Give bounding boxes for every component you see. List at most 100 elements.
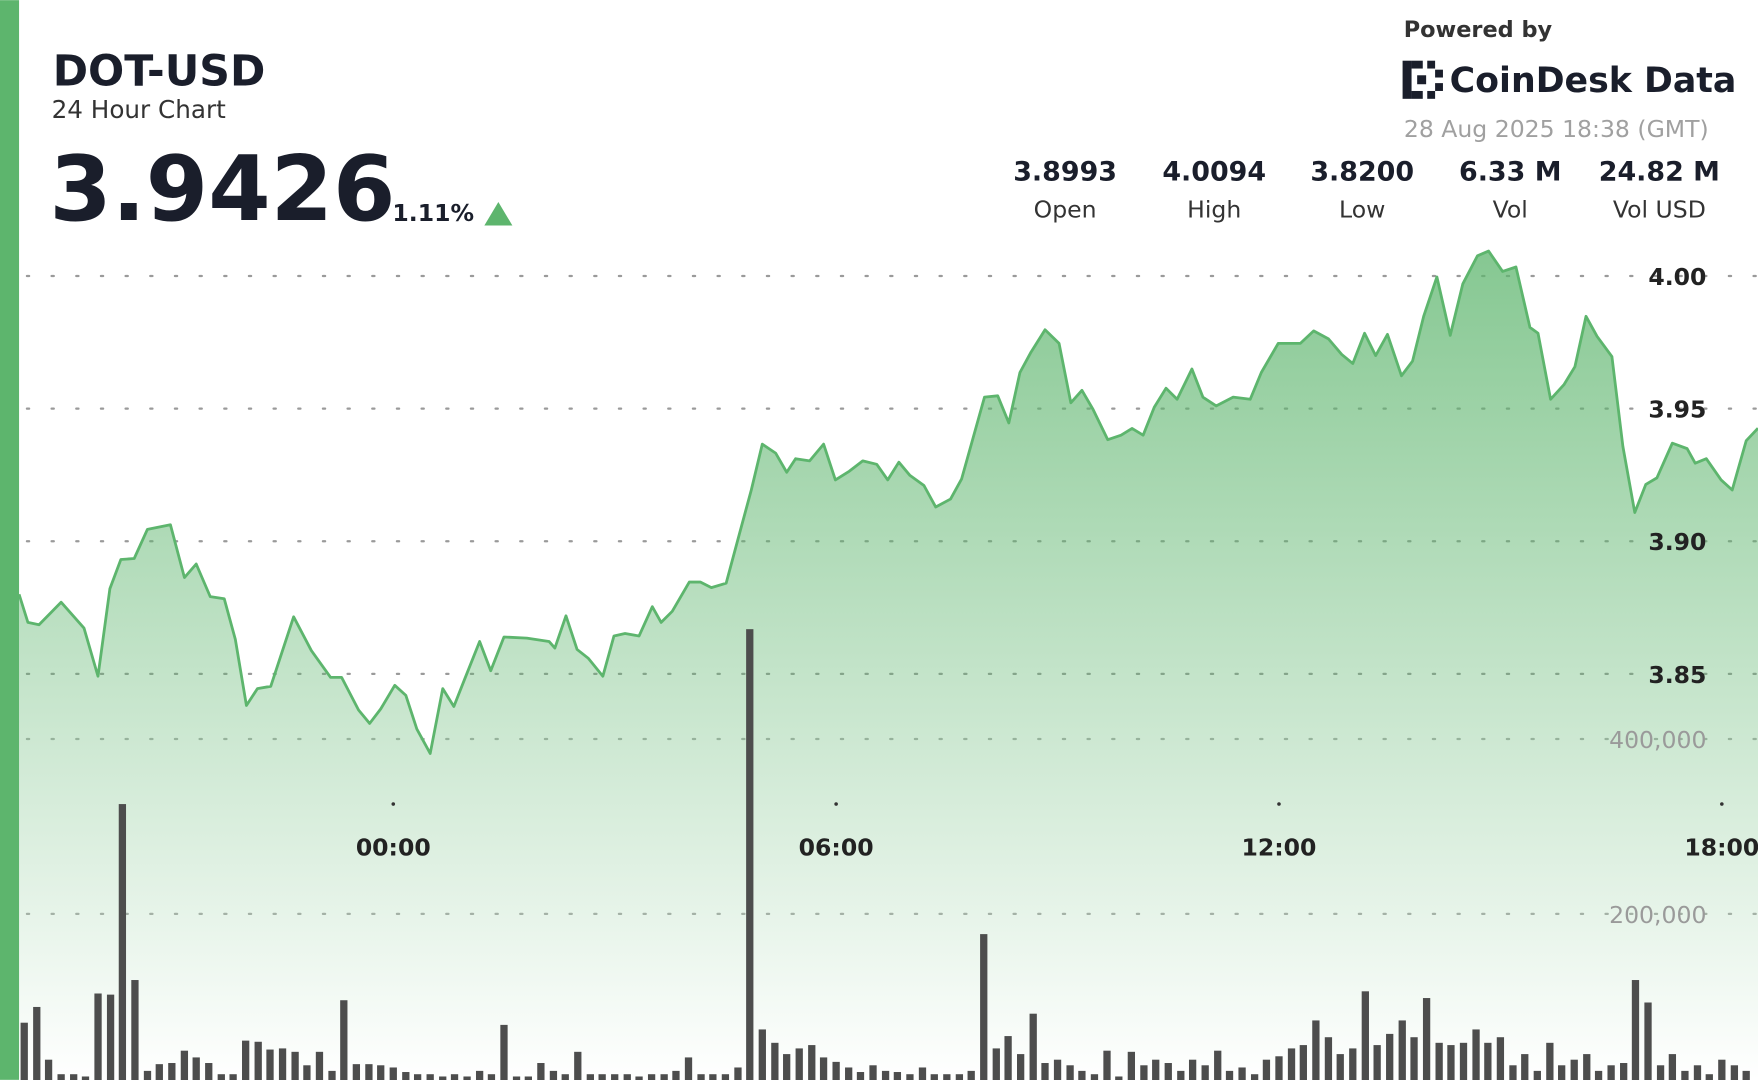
volume-bar bbox=[168, 1063, 176, 1080]
volume-bar bbox=[1398, 1020, 1406, 1080]
volume-bar bbox=[463, 1076, 471, 1080]
x-tick-label: 18:00 bbox=[1684, 834, 1758, 862]
volume-bar bbox=[450, 1074, 459, 1080]
brand-logo bbox=[1402, 60, 1443, 99]
volume-bar bbox=[205, 1063, 213, 1080]
volume-bar bbox=[1705, 1074, 1713, 1080]
volume-bar bbox=[266, 1049, 274, 1080]
volume-bar bbox=[1594, 1070, 1603, 1080]
x-tick bbox=[391, 802, 396, 806]
volume-bar bbox=[1127, 1051, 1136, 1080]
stat-value: 4.0094 bbox=[1162, 157, 1266, 188]
volume-bar bbox=[278, 1048, 287, 1080]
stat-value: 3.8200 bbox=[1310, 157, 1414, 188]
volume-bar bbox=[549, 1070, 558, 1080]
volume-bar bbox=[672, 1070, 680, 1080]
x-tick-label: 00:00 bbox=[356, 834, 431, 862]
powered-by: Powered by bbox=[1404, 17, 1553, 43]
volume-bar bbox=[918, 1067, 927, 1080]
volume-bar bbox=[1349, 1048, 1357, 1080]
volume-bar bbox=[303, 1065, 311, 1080]
volume-bar bbox=[33, 1006, 41, 1080]
volume-bar bbox=[1607, 1065, 1615, 1080]
y-tick-label: 4.00 bbox=[1648, 263, 1706, 291]
volume-bar bbox=[1533, 1070, 1541, 1080]
volume-bar bbox=[1188, 1059, 1197, 1080]
volume-bar bbox=[1312, 1020, 1320, 1080]
plot-area: 3.85 3.90 3.95 4.00 200,000 400,000 00:00 06:00… bbox=[17, 249, 1758, 1080]
stat-label: Vol USD bbox=[1613, 196, 1706, 224]
volume-bar bbox=[180, 1050, 189, 1080]
volume-bar bbox=[967, 1070, 975, 1080]
volume-bar bbox=[1644, 1002, 1652, 1080]
volume-bar bbox=[426, 1074, 434, 1080]
volume-bar bbox=[635, 1076, 643, 1080]
volume-bar bbox=[1053, 1059, 1062, 1080]
volume-bar bbox=[906, 1074, 914, 1080]
stat-value: 6.33 M bbox=[1459, 157, 1561, 188]
accent-bar bbox=[0, 0, 20, 1080]
volume-bar bbox=[1742, 1070, 1750, 1080]
volume-bar bbox=[365, 1064, 373, 1080]
volume-bar bbox=[1656, 1065, 1665, 1080]
volume-bar bbox=[980, 934, 988, 1080]
volume-bar bbox=[746, 629, 754, 1080]
volume-bar bbox=[1546, 1042, 1554, 1080]
x-tick-label: 06:00 bbox=[799, 834, 874, 862]
volume-bar bbox=[1521, 1054, 1529, 1080]
volume-bar bbox=[1668, 1054, 1677, 1080]
volume-bar bbox=[1164, 1063, 1172, 1080]
volume-bar bbox=[623, 1074, 631, 1080]
volume-bar bbox=[611, 1074, 619, 1080]
volume-bar bbox=[1558, 1065, 1566, 1080]
volume-bar bbox=[1250, 1074, 1259, 1080]
volume-bar bbox=[1004, 1036, 1012, 1080]
volume-bar bbox=[1201, 1065, 1209, 1080]
volume-bar bbox=[1386, 1033, 1394, 1080]
volume-bar bbox=[118, 804, 127, 1080]
volume-bar bbox=[1509, 1065, 1517, 1080]
stat-label: High bbox=[1187, 196, 1241, 224]
stats: 3.8993 Open 4.0094 High 3.8200 Low 6.33 M Vol 24… bbox=[1013, 157, 1720, 224]
volume-bar bbox=[217, 1074, 225, 1080]
volume-bar bbox=[1336, 1054, 1344, 1080]
volume-bar bbox=[1459, 1042, 1468, 1080]
volume-bar bbox=[1324, 1037, 1333, 1080]
volume-bar bbox=[57, 1074, 65, 1080]
volume-bar bbox=[1422, 998, 1431, 1080]
volume-bar bbox=[402, 1072, 410, 1080]
volume-bar bbox=[869, 1065, 877, 1080]
volume-bar bbox=[943, 1074, 951, 1080]
last-price: 3.9426 bbox=[49, 138, 395, 242]
volume-bar bbox=[1078, 1070, 1086, 1080]
volume-bar bbox=[783, 1054, 791, 1080]
up-arrow bbox=[484, 201, 513, 226]
volume-bar bbox=[893, 1072, 902, 1080]
volume-bar bbox=[881, 1070, 890, 1080]
stat-label: Vol bbox=[1493, 196, 1528, 224]
volume-bar bbox=[254, 1041, 262, 1080]
y2-tick-label: 400,000 bbox=[1609, 726, 1706, 754]
volume-bar bbox=[512, 1076, 521, 1080]
volume-bar bbox=[352, 1064, 361, 1080]
volume-bar bbox=[1447, 1045, 1455, 1080]
brand-name: CoinDesk Data bbox=[1450, 61, 1737, 101]
stat-value: 3.8993 bbox=[1013, 157, 1117, 188]
volume-bar bbox=[1299, 1045, 1307, 1080]
stat-label: Low bbox=[1339, 196, 1385, 224]
volume-bar bbox=[1090, 1074, 1099, 1080]
volume-bar bbox=[192, 1057, 200, 1080]
volume-bar bbox=[684, 1057, 693, 1080]
volume-bar bbox=[291, 1051, 299, 1080]
volume-bar bbox=[106, 994, 115, 1080]
volume-bar bbox=[487, 1074, 496, 1080]
volume-bar bbox=[1631, 980, 1640, 1080]
volume-bar bbox=[229, 1074, 237, 1080]
volume-bar bbox=[1373, 1045, 1381, 1080]
volume-bar bbox=[808, 1045, 816, 1080]
y-tick-label: 3.90 bbox=[1648, 528, 1706, 556]
price-line bbox=[17, 249, 1758, 755]
volume-bar bbox=[143, 1070, 152, 1080]
volume-bar bbox=[697, 1074, 705, 1080]
